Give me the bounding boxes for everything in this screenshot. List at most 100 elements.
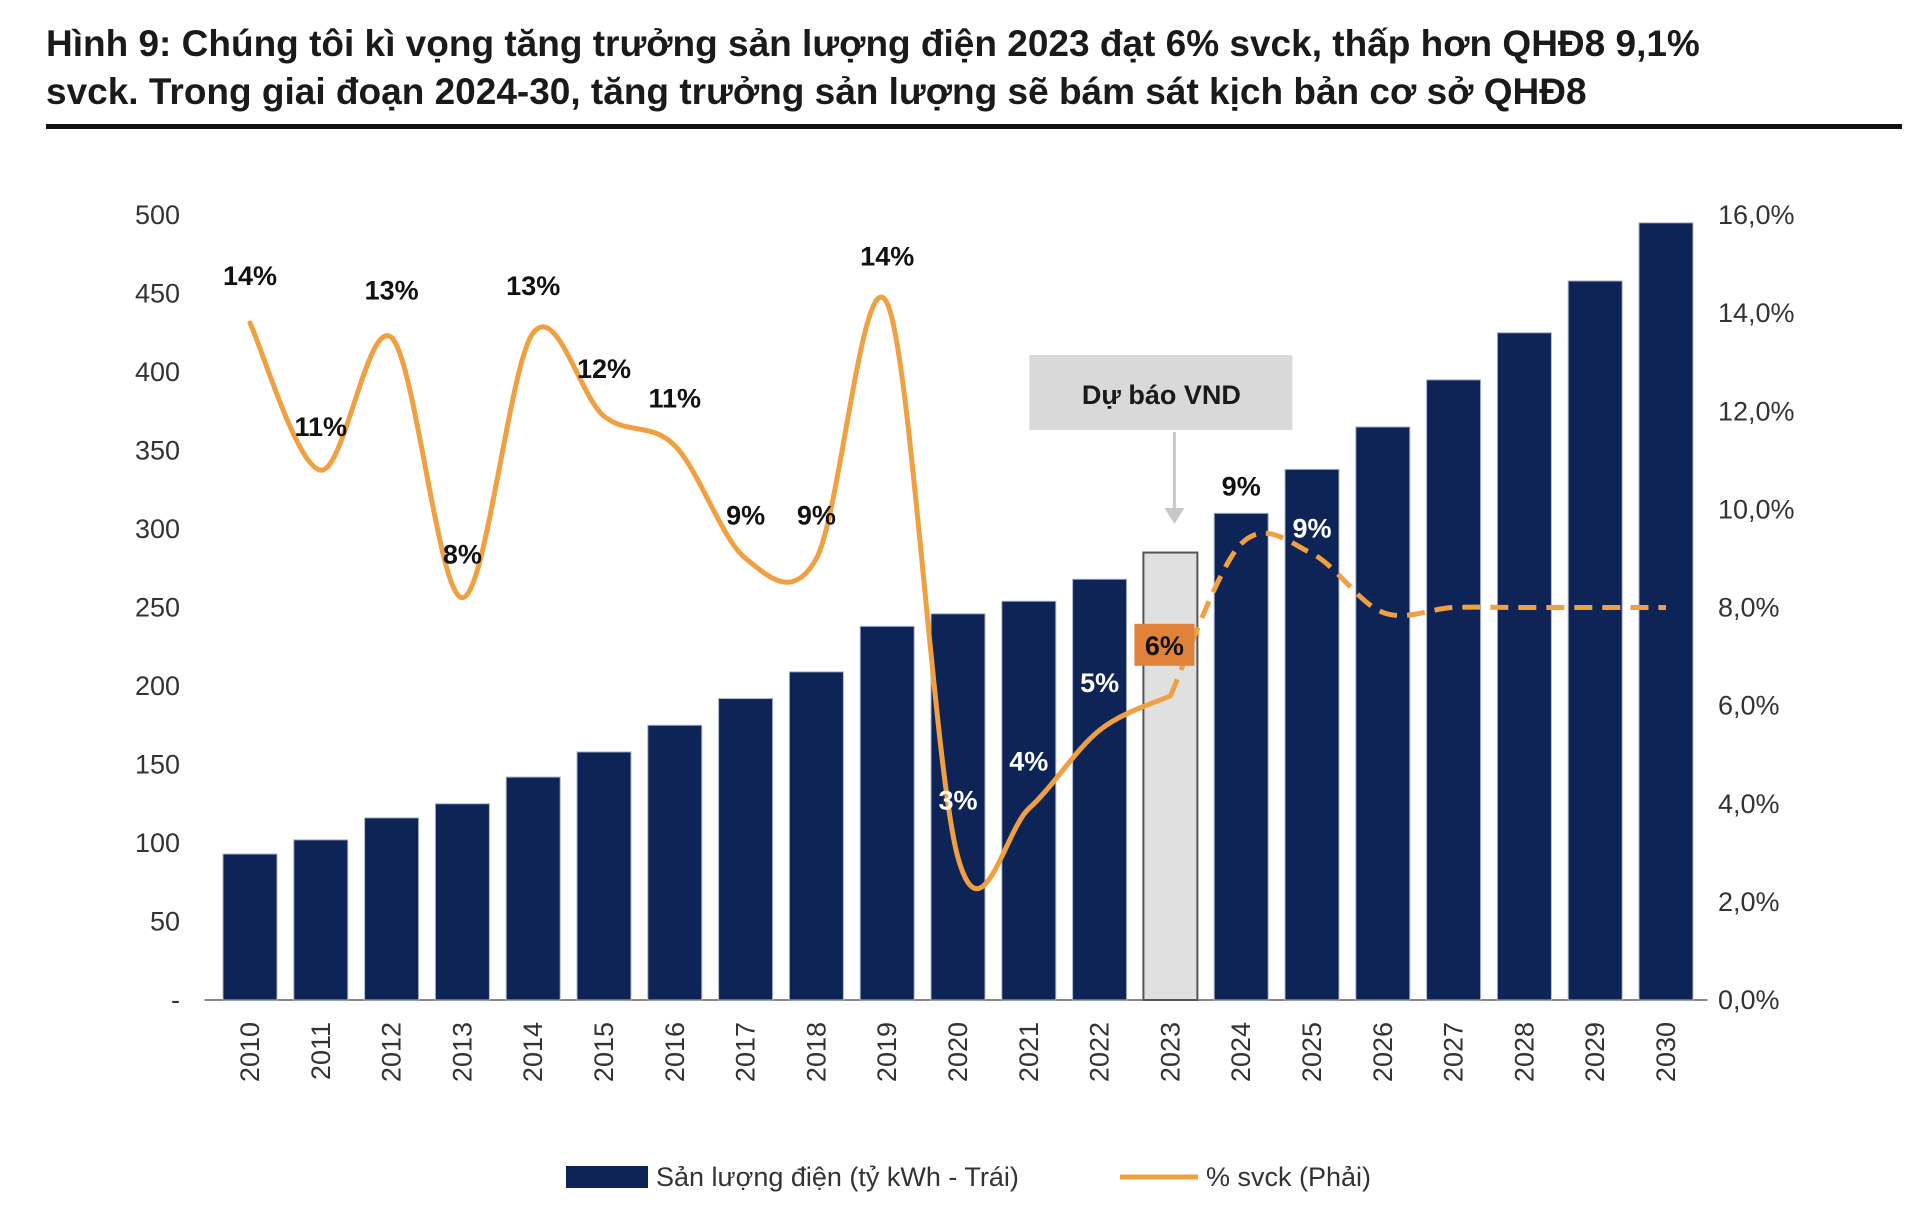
- bar: [576, 751, 632, 1001]
- bar: [859, 625, 915, 1001]
- x-tick-label: 2027: [1439, 1022, 1469, 1082]
- x-tick-label: 2025: [1297, 1022, 1327, 1082]
- line-data-label: 11%: [295, 412, 348, 442]
- bar: [1213, 512, 1269, 1001]
- right-tick-label: 6,0%: [1718, 691, 1780, 721]
- line-series: [247, 294, 1666, 892]
- figure-title-line-1: Hình 9: Chúng tôi kì vọng tăng trưởng sả…: [46, 23, 1700, 64]
- x-tick-label: 2014: [518, 1022, 548, 1082]
- right-tick-label: 10,0%: [1718, 494, 1795, 524]
- bar: [505, 776, 561, 1001]
- line-data-label: 3%: [938, 786, 977, 816]
- x-tick-label: 2026: [1368, 1022, 1398, 1082]
- line-data-label: 6%: [1145, 631, 1184, 661]
- bar: [1638, 222, 1694, 1001]
- line-data-label: 11%: [649, 384, 702, 414]
- legend-bar-swatch: [566, 1166, 648, 1188]
- left-tick-label: 300: [135, 514, 180, 544]
- line-data-label: 9%: [726, 500, 765, 530]
- x-tick-label: 2011: [306, 1022, 336, 1080]
- right-tick-label: 4,0%: [1718, 789, 1780, 819]
- x-tick-label: 2012: [377, 1022, 407, 1082]
- line-actual: [247, 294, 1173, 892]
- x-axis: 2010 2011 2012 2013 2014 2015 2016 2017 2018 2019…: [235, 1022, 1681, 1082]
- x-tick-label: 2015: [589, 1022, 619, 1082]
- bar: [434, 803, 490, 1001]
- left-axis: - 50 100 150 200 250 300 350 400 450 500: [135, 200, 180, 1015]
- left-tick-label: 50: [150, 907, 180, 937]
- left-tick-label: -: [171, 985, 180, 1015]
- line-data-label: 4%: [1009, 747, 1048, 777]
- left-tick-label: 200: [135, 671, 180, 701]
- x-tick-label: 2023: [1155, 1022, 1185, 1082]
- x-tick-label: 2018: [801, 1022, 831, 1082]
- line-data-label: 12%: [577, 354, 631, 384]
- x-tick-label: 2016: [660, 1022, 690, 1082]
- x-tick-label: 2024: [1226, 1022, 1256, 1082]
- right-tick-label: 8,0%: [1718, 593, 1780, 623]
- right-tick-label: 14,0%: [1718, 298, 1795, 328]
- bar: [1567, 280, 1623, 1001]
- x-tick-label: 2022: [1085, 1022, 1115, 1082]
- line-data-label: 9%: [797, 500, 836, 530]
- title-rule: [46, 124, 1902, 129]
- x-tick-label: 2021: [1014, 1022, 1044, 1082]
- left-tick-label: 400: [135, 357, 180, 387]
- bar: [293, 839, 349, 1001]
- bar: [788, 671, 844, 1001]
- line-data-label: 9%: [1292, 514, 1331, 544]
- annotation-box: [1029, 355, 1293, 430]
- annotation-arrow-head: [1164, 508, 1185, 524]
- right-tick-label: 12,0%: [1718, 396, 1795, 426]
- bar-series: [222, 222, 1694, 1001]
- bar: [222, 853, 278, 1001]
- line-data-label: 5%: [1080, 668, 1119, 698]
- left-tick-label: 150: [135, 750, 180, 780]
- left-tick-label: 100: [135, 828, 180, 858]
- x-tick-label: 2020: [943, 1022, 973, 1082]
- right-tick-label: 0,0%: [1718, 985, 1780, 1015]
- bar-forecast-highlight: [1142, 551, 1199, 1001]
- bar: [1072, 578, 1128, 1001]
- x-tick-label: 2030: [1651, 1022, 1681, 1082]
- bar: [1426, 379, 1482, 1001]
- left-tick-label: 500: [135, 200, 180, 230]
- left-tick-label: 450: [135, 279, 180, 309]
- bar: [647, 724, 703, 1001]
- bar: [1355, 426, 1411, 1001]
- bar: [930, 613, 986, 1001]
- line-data-label: 14%: [223, 261, 277, 291]
- legend: Sản lượng điện (tỷ kWh - Trái) % svck (Ph…: [566, 1162, 1371, 1192]
- x-tick-label: 2029: [1580, 1022, 1610, 1082]
- line-data-label: 9%: [1222, 472, 1261, 502]
- line-data-label: 13%: [506, 271, 560, 301]
- x-tick-label: 2028: [1509, 1022, 1539, 1082]
- forecast-annotation: Dự báo VND: [1029, 355, 1293, 524]
- x-tick-label: 2013: [447, 1022, 477, 1082]
- left-tick-label: 250: [135, 593, 180, 623]
- bar: [718, 698, 774, 1001]
- line-data-label: 8%: [443, 540, 482, 570]
- bar: [364, 817, 420, 1001]
- line-data-labels: 14% 11% 13% 8% 13% 12% 11% 9% 9% 14% 3% 4% 5% 6% 9% 9%: [223, 241, 1332, 815]
- figure-title: Hình 9: Chúng tôi kì vọng tăng trưởng sả…: [46, 20, 1906, 116]
- legend-bar-label: Sản lượng điện (tỷ kWh - Trái): [656, 1162, 1019, 1192]
- annotation-text: Dự báo VND: [1082, 380, 1241, 410]
- right-tick-label: 16,0%: [1718, 200, 1795, 230]
- legend-line-label: % svck (Phải): [1206, 1162, 1371, 1192]
- line-data-label: 13%: [365, 276, 419, 306]
- figure-title-line-2: svck. Trong giai đoạn 2024-30, tăng trưở…: [46, 71, 1587, 112]
- x-tick-label: 2010: [235, 1022, 265, 1082]
- right-tick-label: 2,0%: [1718, 887, 1780, 917]
- bar: [1001, 600, 1057, 1001]
- x-tick-label: 2019: [872, 1022, 902, 1082]
- left-tick-label: 350: [135, 436, 180, 466]
- line-data-label: 14%: [860, 241, 914, 271]
- highlight-label-box: [1134, 623, 1195, 666]
- line-forecast-dashed: [1168, 530, 1666, 697]
- x-tick-label: 2017: [731, 1022, 761, 1082]
- bar: [1284, 468, 1340, 1001]
- right-axis: 0,0% 2,0% 4,0% 6,0% 8,0% 10,0% 12,0% 14,0% 16,0%: [1718, 200, 1795, 1015]
- bar: [1496, 332, 1552, 1001]
